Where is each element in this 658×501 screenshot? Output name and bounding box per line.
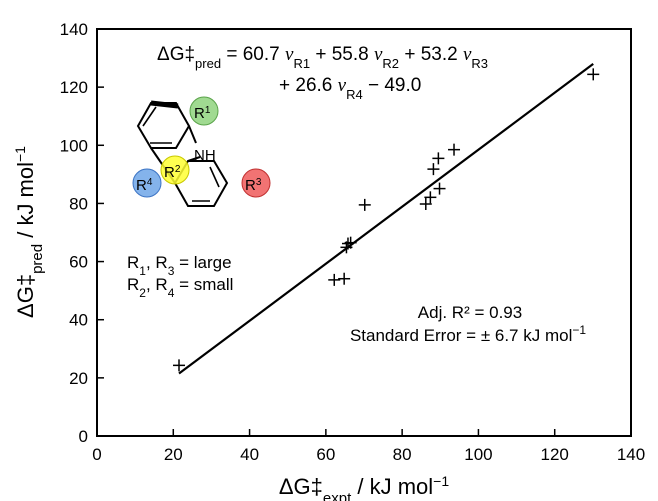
y-tick-label: 80 (69, 194, 88, 213)
data-point (341, 237, 354, 250)
r4-circle (132, 168, 162, 198)
y-axis-title: ΔG‡pred / kJ mol−1 (12, 146, 46, 318)
y-tick-label: 40 (69, 311, 88, 330)
y-tick-label: 20 (69, 369, 88, 388)
y-tick-label: 100 (60, 136, 88, 155)
data-point (587, 68, 600, 81)
n-bond (187, 156, 201, 162)
plot-frame (96, 28, 632, 437)
x-tick-label: 100 (464, 445, 492, 464)
data-point (427, 163, 440, 176)
data-point (448, 143, 461, 156)
x-tick-label: 20 (164, 445, 183, 464)
axis-ticks: 0 20 40 60 80 100 120 140 0 20 40 60 80 100 120 140 (60, 20, 646, 464)
data-point (433, 182, 446, 195)
x-tick-label: 140 (617, 445, 645, 464)
upper-ring (136, 102, 191, 149)
y-tick-label: 60 (69, 253, 88, 272)
data-points (173, 68, 600, 372)
data-point (424, 191, 437, 204)
standard-error-annotation: Standard Error = ± 6.7 kJ mol−1 (350, 323, 586, 345)
x-tick-label: 60 (316, 445, 335, 464)
data-point (328, 273, 341, 286)
nh-label: NH (194, 147, 216, 164)
r1-circle (189, 96, 219, 126)
r2-label: R2 (164, 164, 181, 182)
lower-ring-bond (209, 166, 220, 188)
carbazole-structure: NH R1 R2 R3 R4 R1, R3 = large R2, R4 = s… (127, 96, 271, 300)
x-axis-title: ΔG‡expt / kJ mol−1 (279, 473, 449, 501)
y-tick-label: 140 (60, 20, 88, 39)
data-point (344, 236, 357, 249)
fit-line-group (178, 63, 594, 375)
r4-label: R4 (136, 177, 153, 195)
y-tick-label: 120 (60, 78, 88, 97)
adj-r2-annotation: Adj. R² = 0.93 (418, 303, 522, 322)
equation-line-2: + 26.6 νR4 − 49.0 (279, 75, 421, 102)
data-point (173, 359, 186, 372)
y-tick-label: 0 (79, 427, 88, 446)
data-point (419, 198, 432, 211)
r2-circle (160, 155, 190, 185)
substituent-legend-large: R1, R3 = large (127, 253, 232, 278)
x-tick-label: 80 (393, 445, 412, 464)
upper-ring-bond (142, 106, 157, 127)
n-bond (188, 125, 197, 144)
upper-ring-bold-bond (150, 100, 179, 109)
fit-line (178, 63, 594, 375)
x-tick-label: 0 (92, 445, 101, 464)
data-point (358, 198, 371, 211)
substituent-legend-small: R2, R4 = small (127, 275, 233, 300)
data-point (432, 152, 445, 165)
x-tick-label: 40 (240, 445, 259, 464)
r3-circle (241, 168, 271, 198)
x-tick-label: 120 (541, 445, 569, 464)
r3-label: R3 (245, 177, 262, 195)
data-point (338, 272, 351, 285)
equation-line-1: ΔG‡pred = 60.7 νR1 + 55.8 νR2 + 53.2 νR3 (157, 44, 488, 71)
r1-label: R1 (194, 105, 211, 123)
